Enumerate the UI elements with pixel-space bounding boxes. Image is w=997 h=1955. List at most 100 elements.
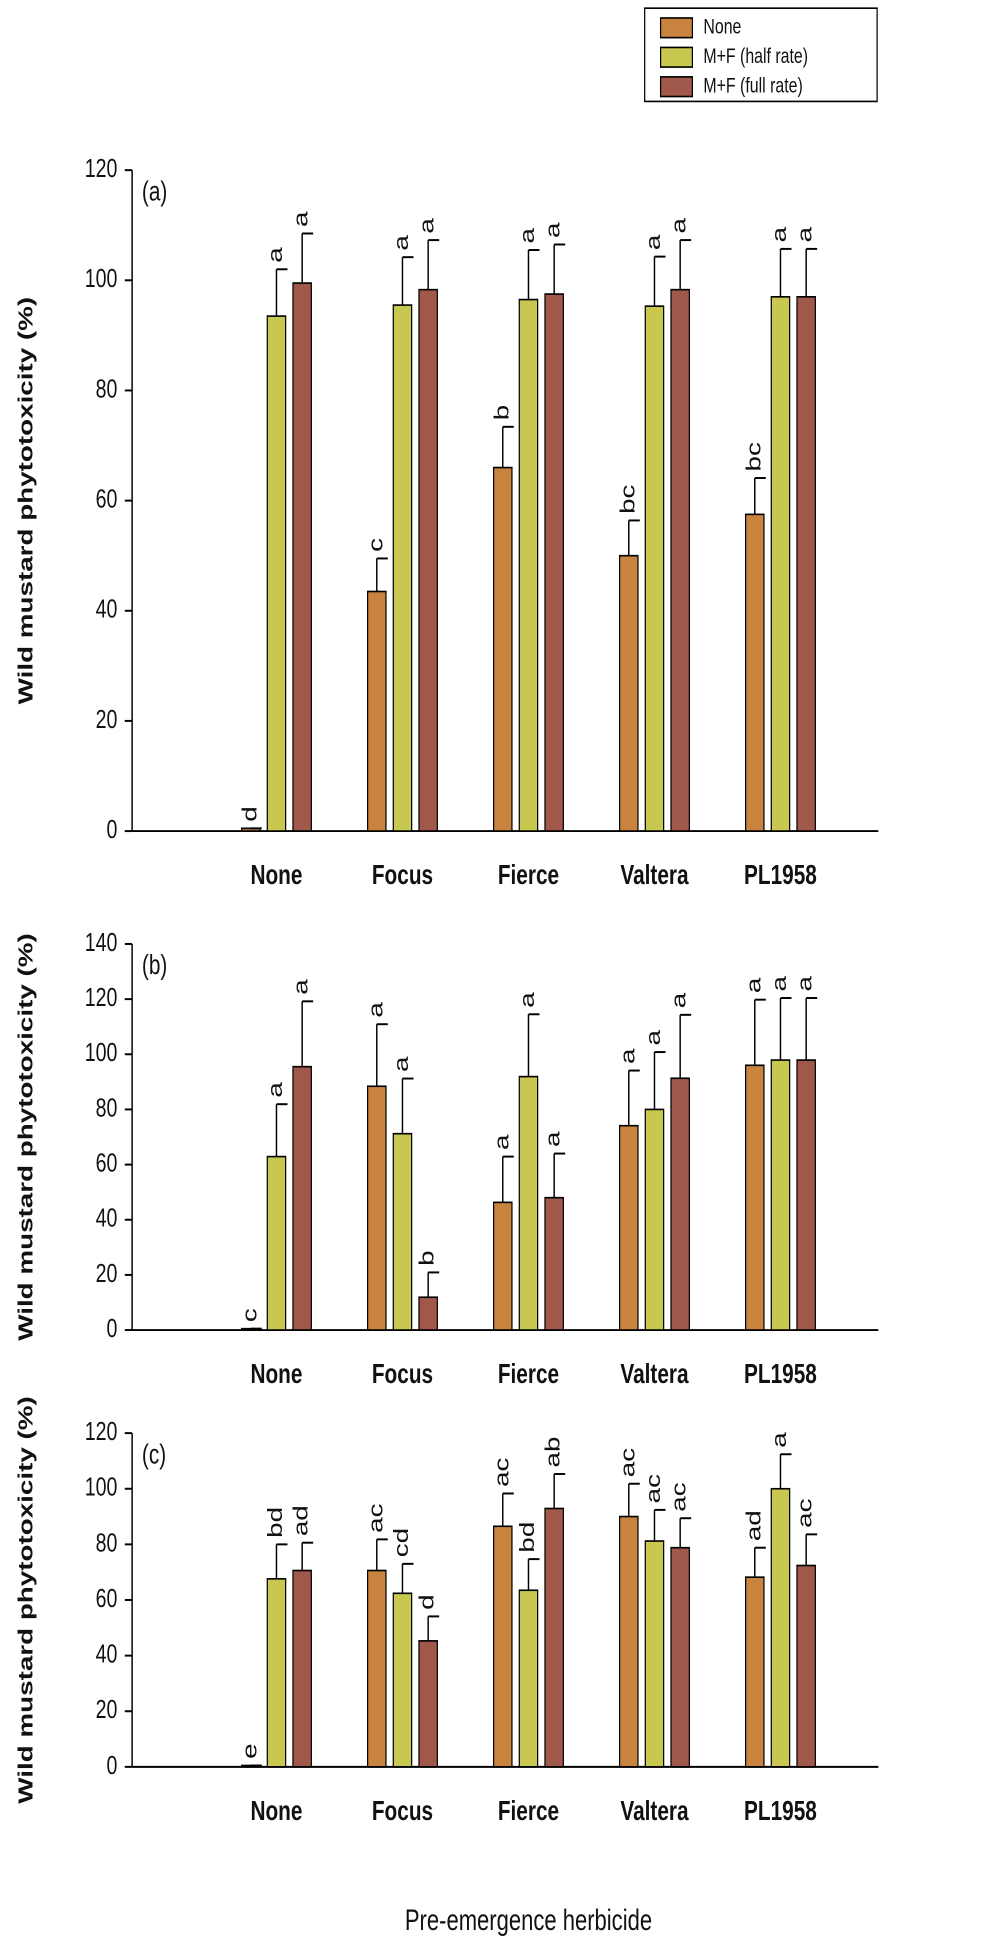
significance-letter: a [264,247,287,263]
significance-letter: a [794,227,817,243]
x-tick-label: PL1958 [744,1359,817,1390]
bar [618,1124,639,1331]
y-tick-label: 40 [96,1639,118,1668]
bar [644,1108,665,1331]
x-tick-label: Fierce [498,1796,559,1827]
legend-label: M+F (half rate) [703,44,808,68]
y-tick-label: 20 [96,1258,118,1287]
x-tick-label: Focus [372,1359,433,1390]
significance-letter: bd [264,1507,287,1538]
bar [618,554,639,832]
y-tick-label: 0 [107,1313,118,1342]
x-tick-label: None [250,1796,302,1827]
y-tick-label: 100 [85,263,118,292]
bar [392,1132,413,1331]
bar [644,305,665,832]
panel-label: (a) [142,177,167,208]
y-tick-label: 80 [96,1093,118,1122]
bar [518,1075,539,1331]
x-tick-label: Valtera [620,860,688,891]
bar [670,1077,690,1331]
bar [618,1515,639,1768]
significance-letter: cd [390,1528,413,1557]
bar [796,1564,816,1768]
bar [266,1155,287,1331]
x-tick-label: None [250,1359,302,1390]
bar [744,1064,765,1331]
significance-letter: a [490,1134,513,1150]
x-tick-label: Focus [372,860,433,891]
bar [518,1589,539,1768]
y-axis-label: Wild mustard phytotoxicity (%) [15,297,38,705]
bar [366,1569,387,1768]
significance-letter: a [668,992,691,1008]
significance-letter: a [642,234,665,250]
y-tick-label: 80 [96,1528,118,1557]
x-tick-label: Valtera [620,1796,688,1827]
x-tick-label: Fierce [498,1359,559,1390]
significance-letter: a [390,1056,413,1072]
bar [544,1507,564,1768]
significance-letter: e [238,1743,261,1758]
significance-letter: a [668,218,691,234]
bar [770,296,791,832]
bar [492,1525,513,1768]
significance-letter: ac [364,1503,387,1532]
significance-letter: a [616,1048,639,1064]
significance-letter: a [768,1432,791,1448]
significance-letter: ac [794,1498,817,1527]
significance-letter: a [516,992,539,1008]
bar [744,513,765,832]
significance-letter: a [390,235,413,251]
significance-letter: a [768,976,791,992]
significance-letter: a [794,976,817,992]
bar [418,1296,438,1331]
y-tick-label: 140 [85,927,118,956]
significance-letter: a [542,222,565,238]
significance-letter: b [416,1250,439,1265]
y-tick-label: 120 [85,153,118,182]
bar [418,1640,438,1768]
y-tick-label: 100 [85,1472,118,1501]
y-tick-label: 60 [96,1583,118,1612]
y-tick-label: 40 [96,594,118,623]
x-tick-label: PL1958 [744,860,817,891]
y-axis-label: Wild mustard phytotoxicity (%) [15,933,38,1341]
bar [392,304,413,832]
y-tick-label: 0 [107,1750,118,1779]
bar [418,288,438,832]
significance-letter: a [742,977,765,993]
bar [292,282,312,832]
bar [770,1487,791,1768]
significance-letter: d [416,1594,439,1609]
significance-letter: a [642,1030,665,1046]
significance-letter: ab [542,1437,565,1468]
panel-label: (b) [142,950,167,981]
y-tick-label: 80 [96,374,118,403]
bar [644,1540,665,1768]
x-axis-label: Pre-emergence herbicide [405,1903,652,1937]
x-tick-label: Fierce [498,860,559,891]
x-tick-label: None [250,860,302,891]
bar [544,293,564,832]
significance-letter: b [490,405,513,420]
significance-letter: bc [742,442,765,471]
significance-letter: c [364,538,387,552]
y-tick-label: 0 [107,814,118,843]
legend-swatch [659,76,694,98]
significance-letter: ad [742,1510,765,1541]
significance-letter: a [416,218,439,234]
bar [366,1085,387,1331]
y-tick-label: 60 [96,1148,118,1177]
y-tick-label: 40 [96,1203,118,1232]
x-tick-label: Focus [372,1796,433,1827]
legend-label: None [703,14,741,38]
bar [796,1059,816,1331]
significance-letter: a [364,1002,387,1018]
legend-label: M+F (full rate) [703,73,802,97]
bar [366,590,387,832]
y-tick-label: 20 [96,704,118,733]
y-tick-label: 120 [85,1416,118,1445]
